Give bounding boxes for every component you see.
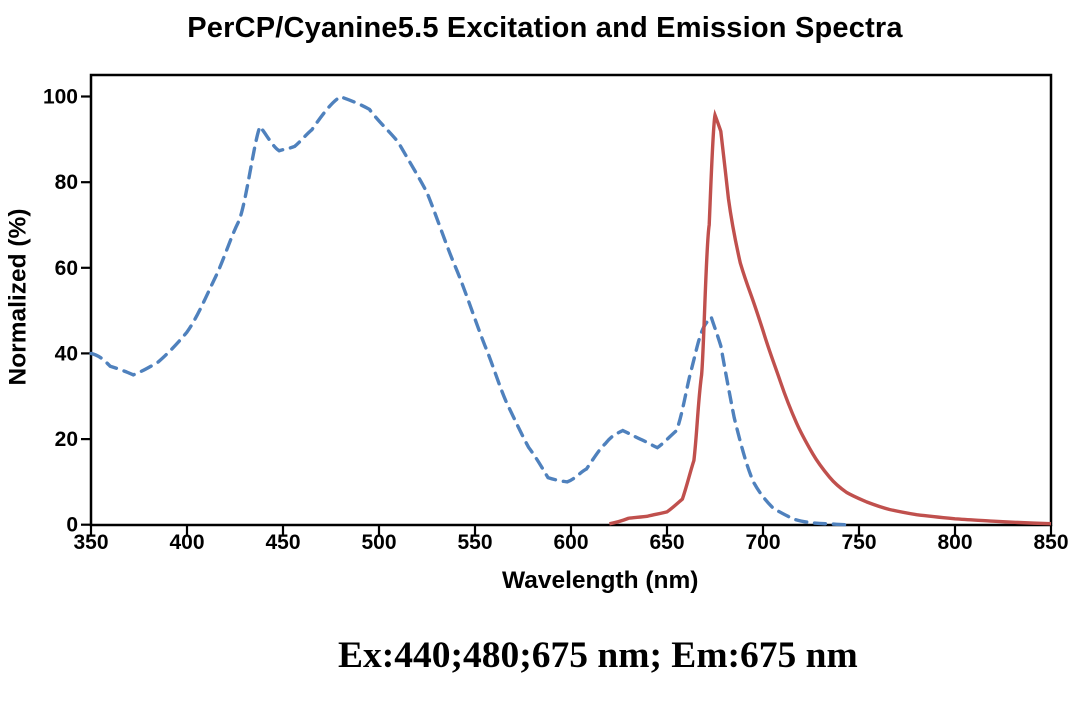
svg-text:0: 0: [66, 514, 78, 537]
svg-text:20: 20: [55, 428, 78, 451]
svg-text:650: 650: [649, 531, 684, 554]
svg-text:100: 100: [43, 86, 78, 109]
svg-text:850: 850: [1033, 531, 1068, 554]
svg-text:700: 700: [745, 531, 780, 554]
svg-text:350: 350: [73, 531, 108, 554]
svg-text:400: 400: [169, 531, 204, 554]
svg-text:550: 550: [457, 531, 492, 554]
svg-text:600: 600: [553, 531, 588, 554]
svg-text:800: 800: [937, 531, 972, 554]
svg-text:500: 500: [361, 531, 396, 554]
svg-text:40: 40: [55, 342, 78, 365]
svg-text:60: 60: [55, 257, 78, 280]
svg-text:450: 450: [265, 531, 300, 554]
svg-text:750: 750: [841, 531, 876, 554]
svg-text:80: 80: [55, 171, 78, 194]
